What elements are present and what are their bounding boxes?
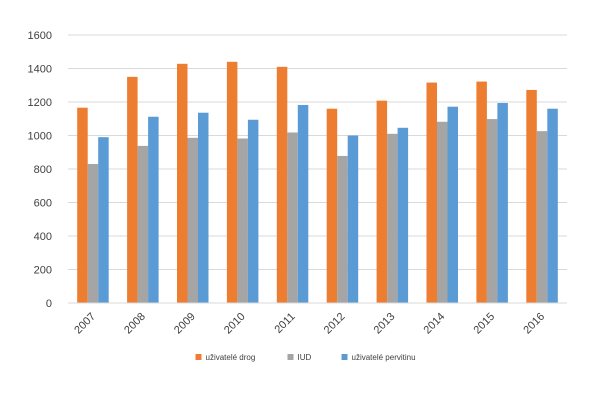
x-tick-label: 2016: [521, 311, 547, 337]
legend-swatch-0: [195, 354, 202, 360]
x-tick-label: 2007: [72, 311, 98, 337]
legend-label-0: uživatelé drog: [206, 353, 256, 362]
bar-2016-series-0: [526, 89, 537, 303]
y-tick-label: 1400: [28, 64, 52, 76]
bar-2014-series-0: [426, 82, 437, 303]
bar-2014-series-1: [437, 121, 448, 303]
bar-2008-series-0: [127, 76, 138, 303]
bar-2009-series-0: [177, 63, 188, 304]
bar-2010-series-0: [226, 61, 238, 303]
bar-2014-series-2: [447, 106, 458, 303]
bar-2010-series-1: [237, 138, 248, 303]
legend-label-2: uživatelé pervitinu: [352, 353, 416, 362]
y-tick-label: 400: [34, 231, 52, 243]
bar-2008-series-2: [148, 116, 159, 304]
y-tick-label: 600: [34, 198, 52, 210]
bar-2011-series-1: [287, 132, 298, 303]
bar-2016-series-2: [547, 108, 558, 303]
y-tick-label: 800: [34, 164, 52, 176]
x-tick-label: 2011: [272, 311, 297, 336]
x-tick-label: 2015: [471, 311, 497, 337]
x-tick-label: 2008: [122, 311, 148, 337]
bar-2015-series-2: [497, 103, 508, 303]
legend: uživatelé drog IUD uživatelé pervitinu: [195, 353, 416, 362]
x-tick-label: 2013: [372, 311, 398, 337]
bar-2009-series-2: [198, 112, 209, 303]
bar-2010-series-2: [247, 119, 259, 303]
y-tick-label: 1200: [28, 97, 52, 109]
y-tick-label: 1600: [28, 30, 52, 42]
bar-2013-series-2: [397, 127, 409, 303]
bar-2012-series-2: [347, 135, 359, 303]
bar-2016-series-1: [536, 131, 548, 303]
bar-2008-series-1: [137, 145, 149, 303]
bar-2011-series-2: [297, 105, 309, 303]
bar-2011-series-0: [276, 66, 288, 303]
legend-swatch-1: [287, 354, 294, 360]
bar-2007-series-1: [87, 163, 99, 303]
legend-label-1: IUD: [298, 353, 312, 362]
bar-2012-series-0: [326, 108, 338, 303]
x-tick-label: 2009: [172, 311, 198, 337]
bar-2012-series-1: [337, 155, 348, 303]
y-tick-label: 1000: [28, 131, 52, 143]
y-tick-label: 0: [46, 298, 52, 310]
bar-2009-series-1: [187, 137, 198, 303]
bars: [77, 61, 558, 304]
bar-2015-series-1: [486, 119, 498, 304]
legend-swatch-2: [341, 354, 348, 360]
bar-2013-series-1: [387, 133, 398, 303]
bar-2007-series-0: [77, 107, 88, 303]
bar-2007-series-2: [98, 137, 109, 303]
x-tick-label: 2012: [322, 311, 348, 337]
x-tick-label: 2010: [222, 311, 248, 337]
bar-2013-series-0: [376, 100, 388, 303]
y-tick-label: 200: [34, 265, 52, 277]
x-tick-label: 2014: [422, 311, 448, 337]
bar-2015-series-0: [476, 81, 487, 303]
